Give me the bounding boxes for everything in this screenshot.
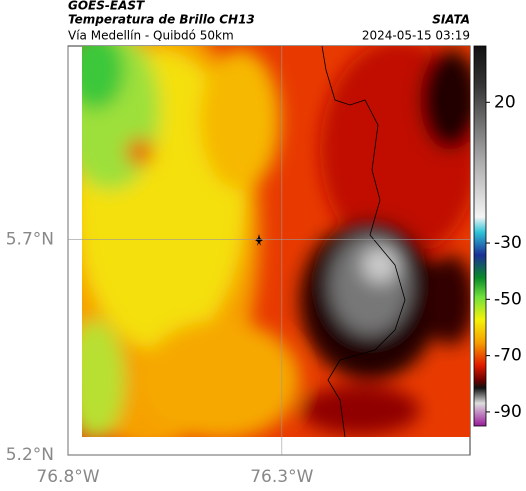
colorbar-tick-label: 20 <box>494 92 516 112</box>
timestamp: 2024-05-15 03:19 <box>362 29 470 43</box>
x-tick-label: 76.3°W <box>250 467 313 487</box>
source: GOES-EAST <box>68 0 145 13</box>
colorbar-tick-label: -70 <box>494 346 522 366</box>
x-tick-label: 76.8°W <box>36 467 99 487</box>
y-tick-label: 5.7°N <box>6 230 54 250</box>
subtitle: Vía Medellín - Quibdó 50km <box>68 29 234 43</box>
colorbar-tick-label: -50 <box>494 289 522 309</box>
title: Temperatura de Brillo CH13 <box>68 13 255 27</box>
brightness-field <box>82 46 470 437</box>
colorbar <box>473 45 487 427</box>
y-tick-label: 5.2°N <box>6 445 54 465</box>
brand: SIATA <box>432 13 470 27</box>
colorbar-tick-label: -90 <box>494 402 522 422</box>
colorbar-tick-label: -30 <box>494 233 522 253</box>
